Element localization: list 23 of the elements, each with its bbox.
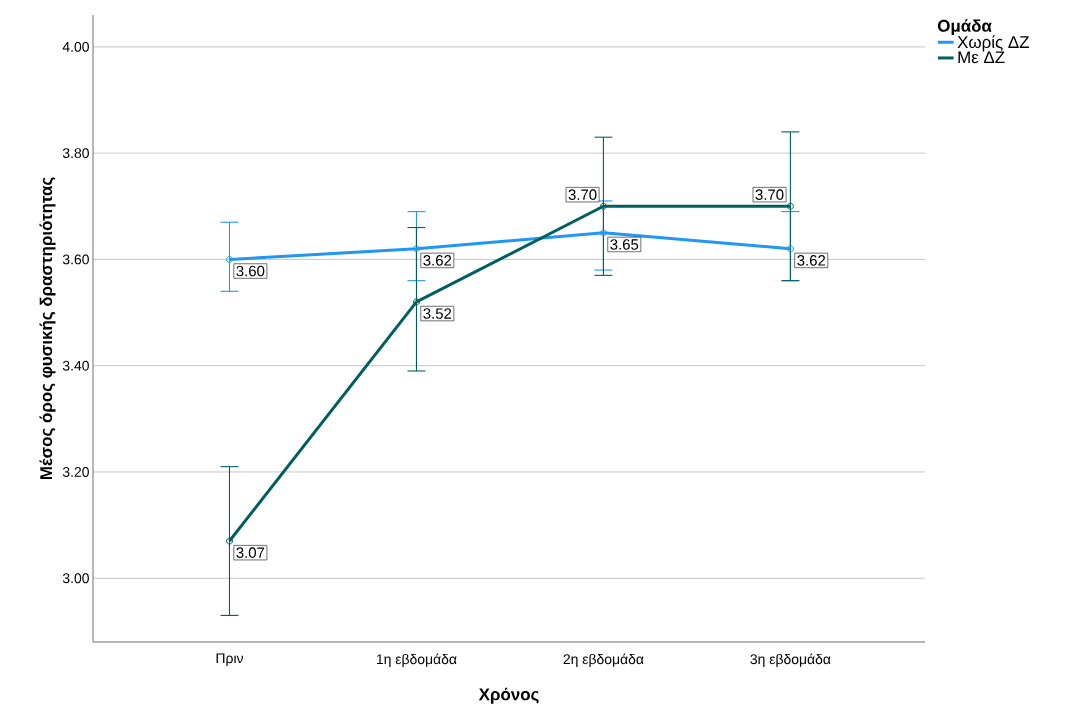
x-tick-label: 1η εβδομάδα <box>376 653 457 667</box>
y-tick-label: 3.20 <box>62 467 89 477</box>
data-label: 3.07 <box>236 547 265 558</box>
legend-label: Χωρίς ΔΖ <box>957 35 1029 52</box>
y-tick-label: 3.80 <box>62 148 89 159</box>
y-tick-label: 4.00 <box>62 41 89 52</box>
data-label: 3.60 <box>236 265 265 277</box>
y-tick-label: 3.00 <box>62 573 89 584</box>
y-tick-label: 3.40 <box>62 360 89 371</box>
x-tick-label: Πριν <box>216 653 243 666</box>
y-tick-label: 3.60 <box>62 254 89 265</box>
data-label: 3.62 <box>797 255 826 266</box>
x-axis-title: Χρόνος <box>478 687 539 704</box>
data-label: 3.70 <box>755 189 784 200</box>
legend-title: Ομάδα <box>937 19 992 36</box>
data-label: 3.52 <box>423 308 452 319</box>
legend-label: Με ΔΖ <box>958 51 1005 64</box>
data-label: 3.70 <box>568 189 597 200</box>
x-tick-label: 3η εβδομάδα <box>750 653 831 667</box>
data-label: 3.65 <box>610 239 639 250</box>
x-tick-label: 2η εβδομάδα <box>563 653 644 667</box>
data-label: 3.62 <box>423 255 452 266</box>
y-axis-title: Μέσος όρος φυσικής δραστηριότητας <box>39 177 56 480</box>
